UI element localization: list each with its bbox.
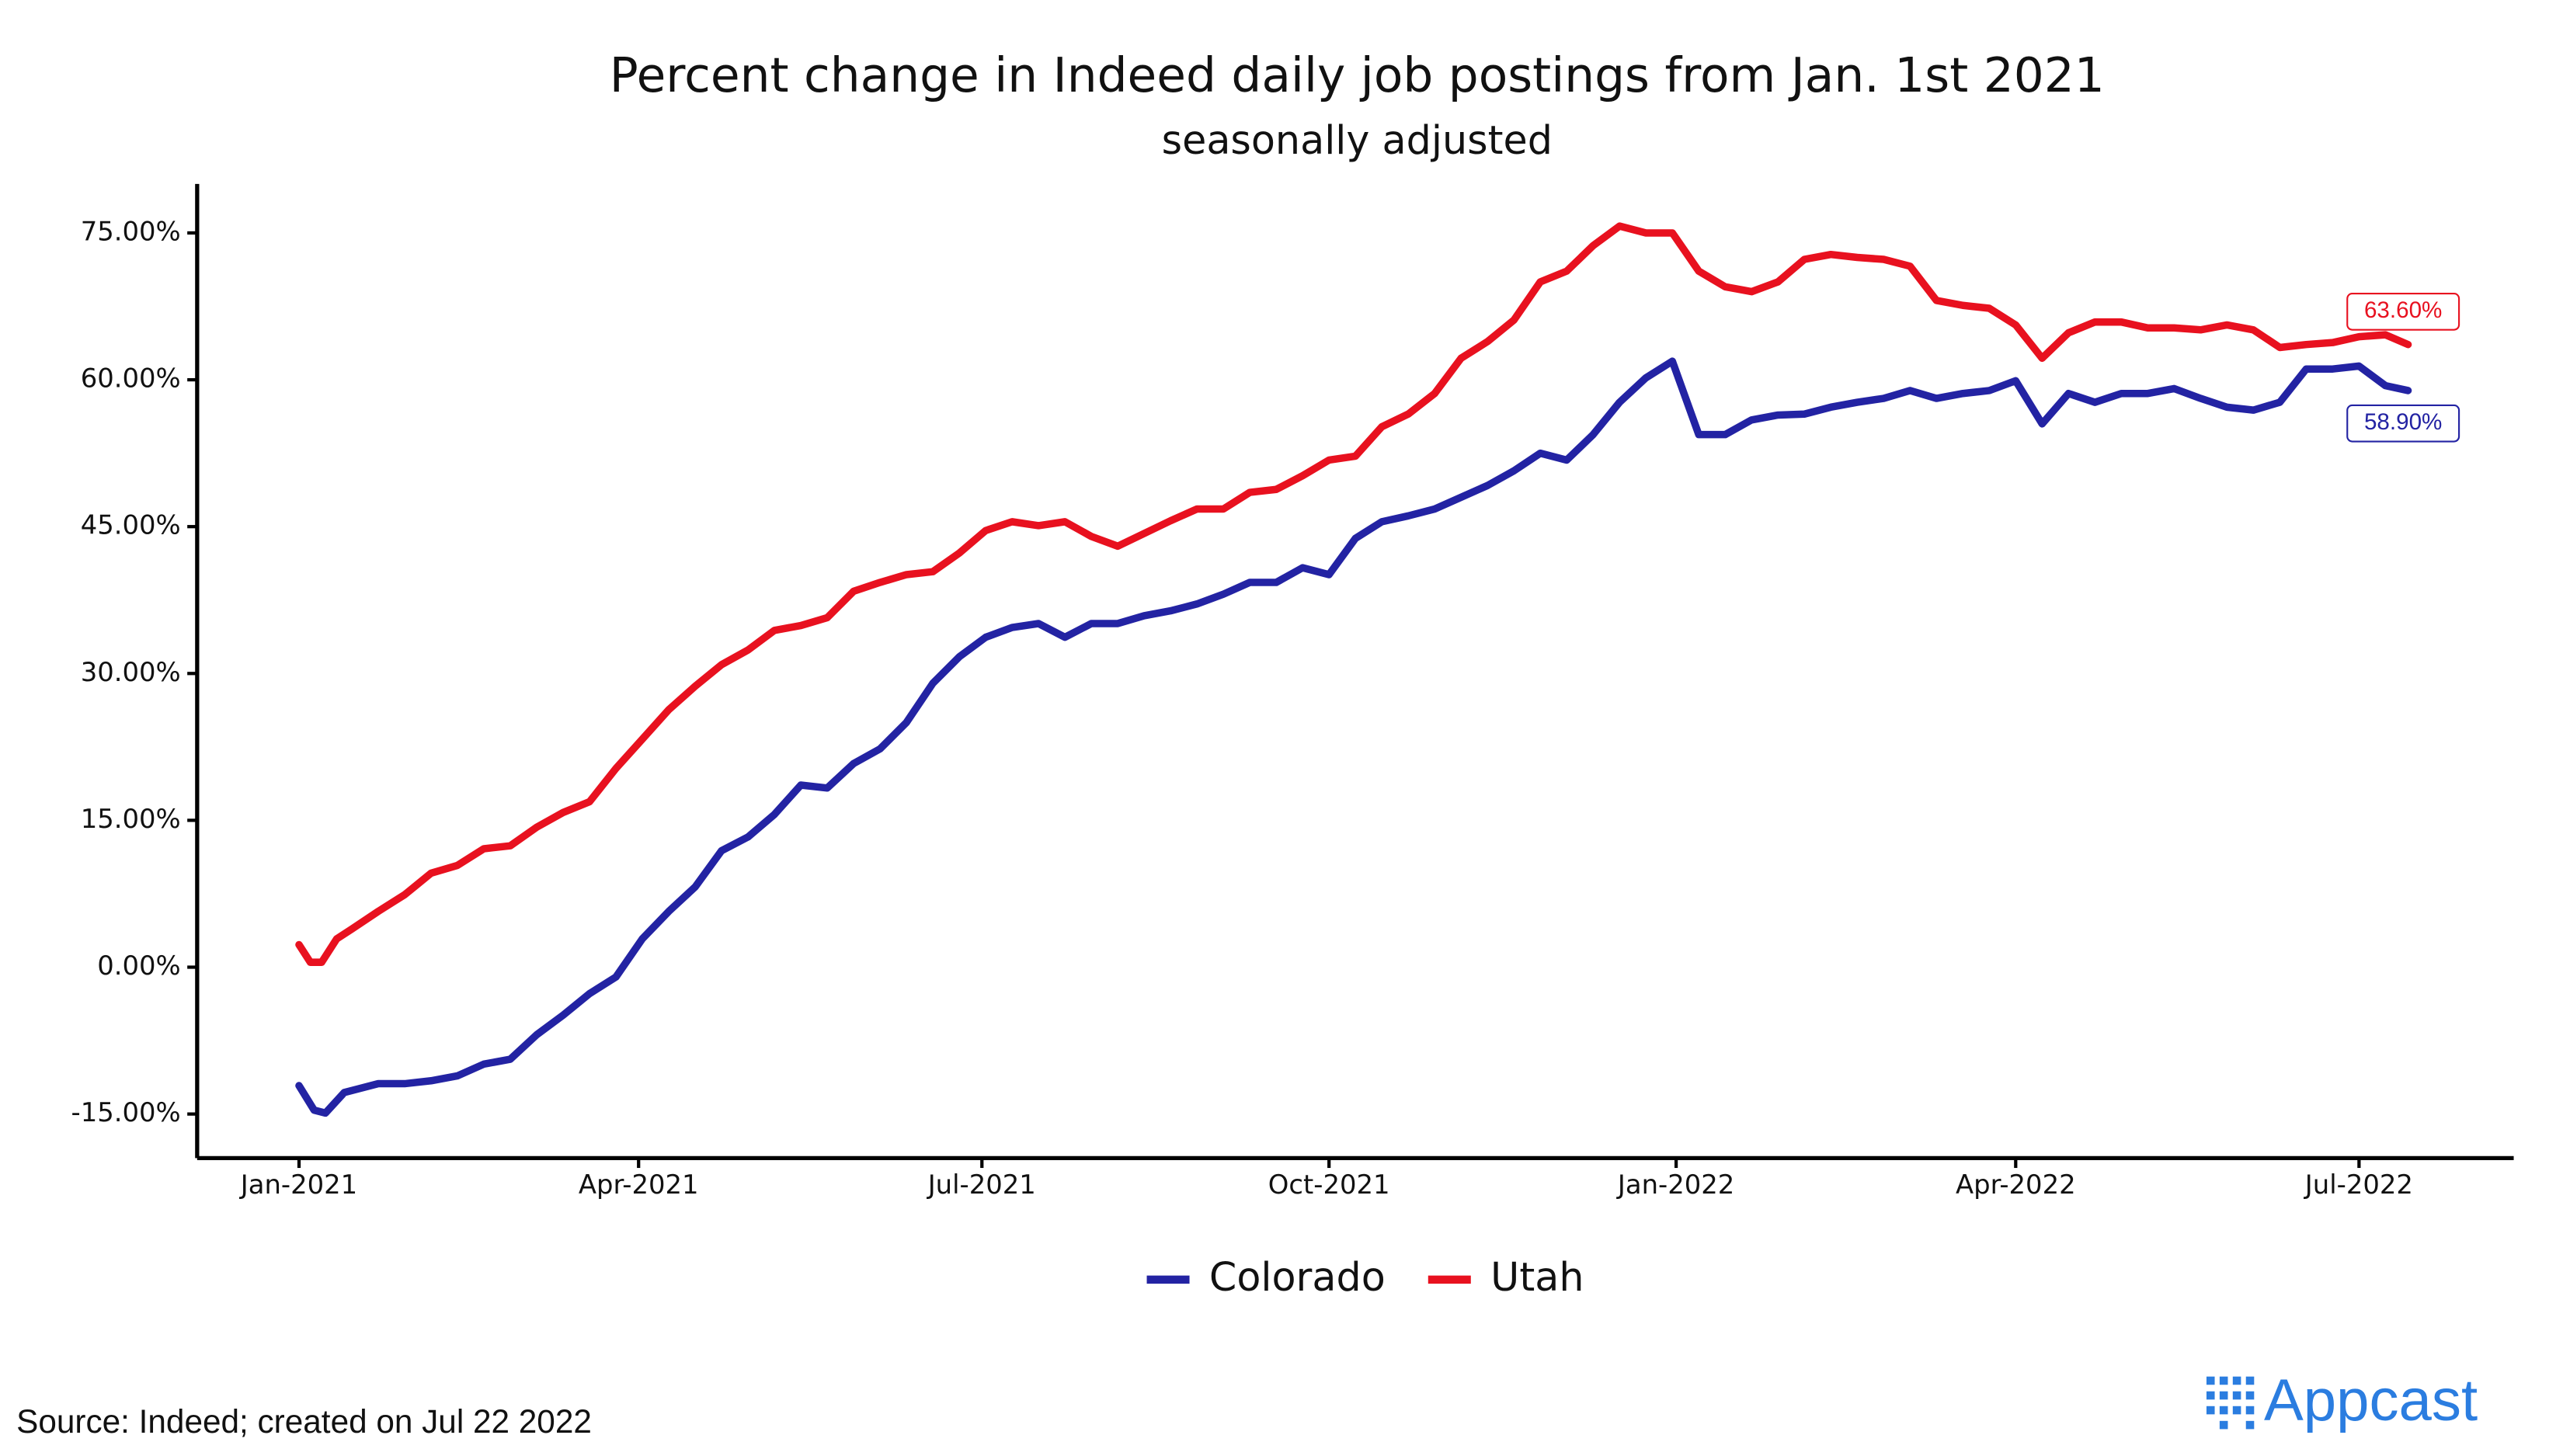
x-tick-label: Jul-2022	[2304, 1169, 2413, 1200]
logo-text: Appcast	[2264, 1367, 2478, 1433]
x-tick-label: Oct-2021	[1268, 1169, 1390, 1200]
end-label-text: 58.90%	[2364, 409, 2442, 435]
source-note: Source: Indeed; created on Jul 22 2022	[16, 1403, 592, 1440]
chart-subtitle: seasonally adjusted	[1162, 117, 1553, 163]
legend-label: Colorado	[1209, 1254, 1386, 1300]
y-tick-label: -15.00%	[71, 1097, 180, 1128]
data-line	[295, 222, 2412, 966]
x-tick-label: Apr-2022	[1956, 1169, 2076, 1200]
data-line	[295, 357, 2412, 1117]
y-tick-label: 45.00%	[81, 510, 181, 540]
end-label-box	[2346, 293, 2460, 331]
logo-icon	[2206, 1376, 2255, 1430]
x-tick-label: Jan-2021	[239, 1169, 357, 1200]
end-label: 63.60%	[2346, 293, 2460, 331]
end-label-text: 63.60%	[2364, 297, 2442, 323]
end-label-box	[2346, 404, 2460, 443]
y-tick-label: 60.00%	[81, 363, 181, 394]
chart-title: Percent change in Indeed daily job posti…	[610, 48, 2105, 103]
x-tick-label: Jan-2022	[1616, 1169, 1734, 1200]
x-tick-label: Jul-2021	[927, 1169, 1036, 1200]
y-tick-label: 75.00%	[81, 216, 181, 246]
y-tick-label: 30.00%	[81, 657, 181, 687]
x-tick-label: Apr-2021	[579, 1169, 699, 1200]
legend-label: Utah	[1490, 1254, 1584, 1300]
end-label: 58.90%	[2346, 404, 2460, 443]
y-tick-label: 15.00%	[81, 804, 181, 834]
y-tick-label: 0.00%	[97, 950, 180, 981]
